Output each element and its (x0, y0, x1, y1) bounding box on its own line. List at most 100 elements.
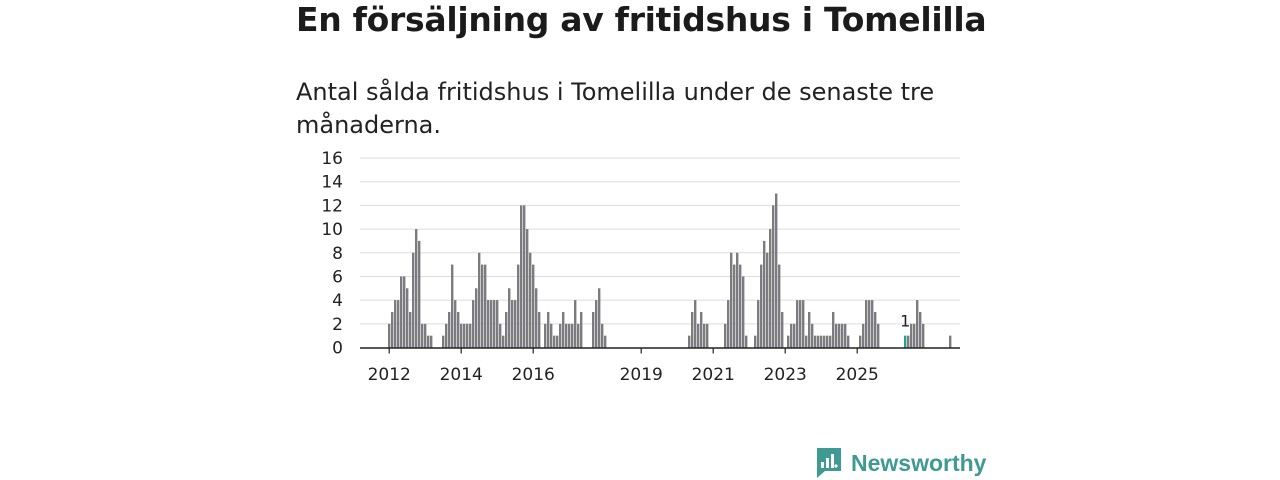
y-tick-label: 14 (321, 173, 343, 193)
bar (460, 323, 463, 348)
y-tick-label: 12 (321, 196, 343, 216)
chart-subtitle: Antal sålda fritidshus i Tomelilla under… (296, 78, 935, 139)
bar (733, 264, 736, 348)
bar (823, 335, 826, 348)
bar (448, 311, 451, 348)
bar (907, 335, 910, 348)
x-tick-label: 2016 (512, 365, 555, 385)
bar (799, 300, 802, 348)
bar (514, 300, 517, 348)
bar (688, 335, 691, 348)
bar (508, 288, 511, 348)
bar (493, 300, 496, 348)
bar (601, 323, 604, 348)
y-tick-label: 6 (332, 267, 343, 287)
bar (475, 288, 478, 348)
bar (481, 264, 484, 348)
bar (724, 323, 727, 348)
bar (817, 335, 820, 348)
bar (871, 300, 874, 348)
bar (814, 335, 817, 348)
bar (580, 311, 583, 348)
bar (550, 323, 553, 348)
bar (790, 323, 793, 348)
bar (454, 300, 457, 348)
bar (562, 311, 565, 348)
newsworthy-logo: Newsworthy (815, 446, 986, 480)
y-tick-label: 0 (332, 339, 343, 359)
bar (391, 311, 394, 348)
chart-title: En försäljning av fritidshus i Tomelilla (296, 0, 987, 39)
bar (874, 311, 877, 348)
bar (577, 323, 580, 348)
bar (916, 300, 919, 348)
y-tick-label: 2 (332, 315, 343, 335)
bar (478, 252, 481, 348)
bar (445, 323, 448, 348)
bar (505, 311, 508, 348)
y-tick-label: 10 (321, 220, 343, 240)
bar (496, 300, 499, 348)
newsworthy-icon (817, 448, 841, 478)
bar (919, 311, 922, 348)
bar (484, 264, 487, 348)
bar (691, 311, 694, 348)
bar (742, 276, 745, 348)
bar (913, 323, 916, 348)
bar-highlight (904, 335, 907, 348)
bar (574, 300, 577, 348)
y-axis-ticks: 0 2 4 6 8 10 12 14 16 (321, 149, 343, 359)
x-tick-label: 2023 (764, 365, 807, 385)
bar (700, 311, 703, 348)
bar (466, 323, 469, 348)
bar (841, 323, 844, 348)
bar (406, 288, 409, 348)
bar (595, 300, 598, 348)
bar (826, 335, 829, 348)
bar (415, 229, 418, 348)
bar (694, 300, 697, 348)
bar (553, 335, 556, 348)
bar (697, 323, 700, 348)
bar (535, 288, 538, 348)
bar (703, 323, 706, 348)
bar (877, 323, 880, 348)
bar (502, 335, 505, 348)
bar (808, 311, 811, 348)
bar (490, 300, 493, 348)
brand-name: Newsworthy (851, 449, 987, 476)
bar (451, 264, 454, 348)
bar (529, 252, 532, 348)
bar (556, 335, 559, 348)
grid-lines (360, 157, 960, 325)
bar (394, 300, 397, 348)
bar (430, 335, 433, 348)
bar (865, 300, 868, 348)
bar (418, 240, 421, 348)
bar (766, 252, 769, 348)
y-tick-label: 4 (332, 291, 343, 311)
bar (775, 193, 778, 348)
bar (526, 229, 529, 348)
bar (706, 323, 709, 348)
bar (802, 300, 805, 348)
x-tick-label: 2014 (440, 365, 483, 385)
bar (922, 323, 925, 348)
annotations: 1 (900, 312, 910, 331)
bar (463, 323, 466, 348)
bar (538, 311, 541, 348)
bar (397, 300, 400, 348)
x-axis: 2012 2014 2016 2019 2021 2023 2025 (360, 347, 960, 385)
bar (760, 264, 763, 348)
bar (403, 276, 406, 348)
bar (409, 311, 412, 348)
bar (472, 300, 475, 348)
bar (571, 323, 574, 348)
bar (520, 205, 523, 348)
bar (592, 311, 595, 348)
bar (457, 311, 460, 348)
bar (544, 323, 547, 348)
bar (754, 335, 757, 348)
bar (727, 300, 730, 348)
bar (442, 335, 445, 348)
